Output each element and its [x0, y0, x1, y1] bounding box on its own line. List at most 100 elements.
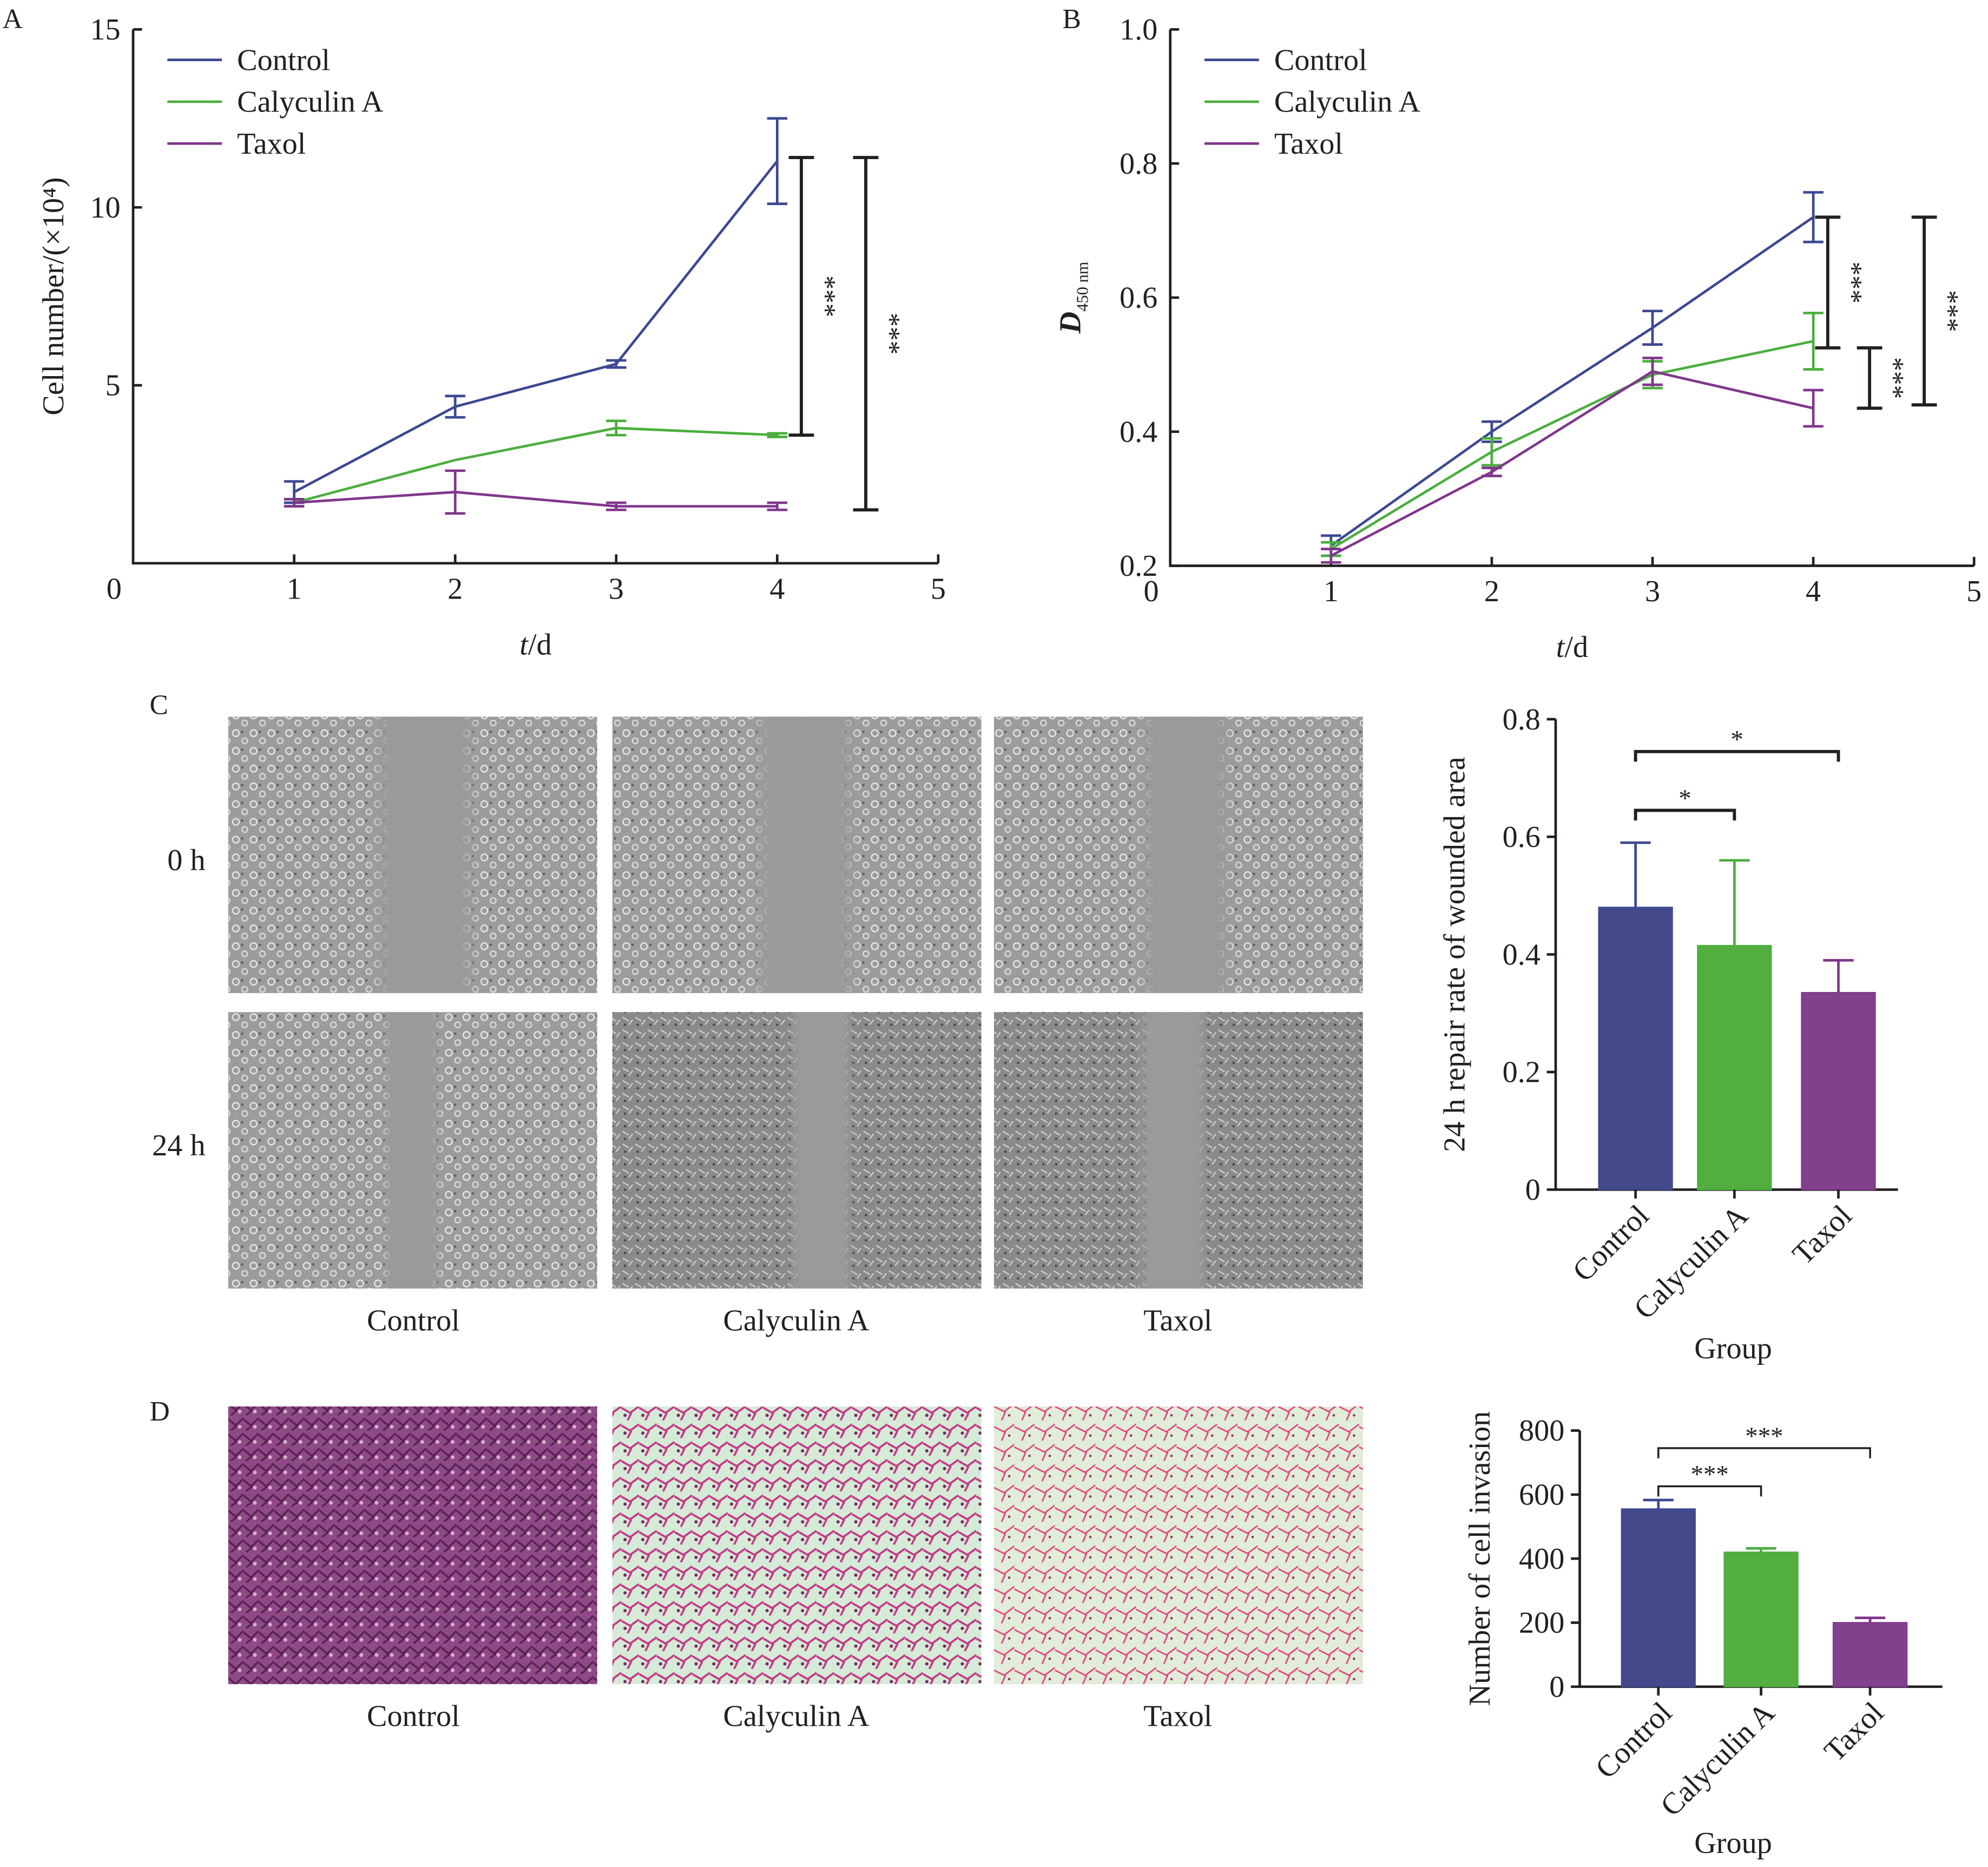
- y-tick-label: 1.0: [1120, 13, 1157, 47]
- y-tick-label: 0.8: [1120, 147, 1157, 181]
- y-tick-label: 400: [1519, 1542, 1564, 1576]
- significance-label: ***: [1745, 1422, 1783, 1450]
- significance-bracket: [1634, 808, 1736, 821]
- x-tick-label: 3: [609, 572, 624, 606]
- x-tick-label: 4: [1806, 575, 1821, 608]
- significance-bracket: [1857, 346, 1882, 410]
- panel-label-b: B: [1063, 4, 1081, 35]
- y-axis-label: 24 h repair rate of wounded area: [1438, 757, 1471, 1152]
- x-tick-label: Taxol: [1786, 1199, 1859, 1271]
- error-bar: [606, 501, 627, 511]
- wound-healing-images: 0 h 24 h Control Calyculin A Taxol: [152, 716, 1363, 1337]
- series-line-calyculin-a: [294, 426, 778, 504]
- wound-image-taxol-24h: [994, 1012, 1363, 1289]
- series-line-taxol: [294, 490, 778, 508]
- y-tick-label: 0.6: [1120, 281, 1157, 315]
- significance-label: ***: [874, 313, 905, 354]
- x-tick-label: 1: [1324, 575, 1339, 608]
- series-line-control: [293, 160, 779, 494]
- y-tick-label: 0.8: [1503, 703, 1541, 737]
- y-axis-label: D450 nm: [1054, 261, 1091, 334]
- error-bar: [1719, 859, 1750, 946]
- bar-taxol: [1832, 1622, 1908, 1687]
- significance-bracket: [1634, 750, 1840, 762]
- x-axis-label: Group: [1694, 1332, 1772, 1365]
- x-axis-label: t/d: [1556, 630, 1588, 664]
- y-axis-label-main: D: [1054, 312, 1087, 334]
- significance-label: ***: [1691, 1460, 1729, 1488]
- wound-image-control-24h: [228, 1012, 597, 1289]
- series-line-control: [1330, 216, 1814, 547]
- significance-label: *: [1678, 784, 1691, 812]
- y-tick-label: 5: [105, 369, 120, 403]
- legend-label: Taxol: [237, 127, 306, 161]
- y-tick-label: 0.6: [1503, 820, 1541, 854]
- y-axis-label-sub: 450 nm: [1073, 261, 1091, 312]
- y-tick-label: 10: [90, 191, 120, 225]
- x-tick-label: 5: [931, 572, 946, 606]
- x-tick-label: 1: [287, 572, 302, 606]
- wound-image-taxol-0h: [994, 716, 1363, 994]
- y-tick-label: 0.2: [1503, 1056, 1541, 1089]
- bar-control: [1598, 906, 1673, 1191]
- x-tick-label: 0: [107, 572, 122, 606]
- y-tick-label: 15: [90, 13, 120, 47]
- error-bar: [284, 498, 305, 508]
- chart-b-absorbance: 0 1 2 3 4 5 0.2 0.4 0.6 0.8 1.0 t/d D450 nm Control Ca…: [1054, 13, 1982, 664]
- error-bar: [1321, 548, 1341, 564]
- panel-label-d: D: [149, 1396, 169, 1427]
- bar-calyculin-a: [1697, 945, 1772, 1191]
- row-label-0h: 0 h: [167, 844, 205, 877]
- error-bar: [1803, 191, 1824, 244]
- significance-label: ***: [810, 275, 841, 317]
- significance-bracket: [1911, 215, 1937, 407]
- significance-bracket: [853, 156, 879, 512]
- error-bar: [1803, 312, 1824, 371]
- invasion-col-label-calyculin: Calyculin A: [723, 1699, 870, 1733]
- x-axis-label-unit: /d: [1564, 630, 1588, 664]
- error-bar: [1803, 389, 1824, 428]
- x-tick-label: Control: [1589, 1696, 1678, 1785]
- x-axis-label: Group: [1694, 1826, 1772, 1860]
- x-tick-label: Taxol: [1818, 1696, 1891, 1769]
- invasion-image-control: [228, 1406, 597, 1685]
- legend-label: Calyculin A: [237, 86, 384, 119]
- error-bar: [1482, 466, 1502, 477]
- x-tick-label: 0: [1143, 575, 1158, 608]
- legend-label: Control: [1274, 43, 1367, 77]
- significance-label: ***: [1933, 290, 1964, 332]
- error-bar: [606, 419, 627, 437]
- series-line-taxol: [1330, 370, 1814, 557]
- error-bar: [1643, 1498, 1674, 1509]
- error-bar: [1642, 310, 1663, 346]
- bar-control: [1621, 1508, 1696, 1687]
- wound-col-label-taxol: Taxol: [1143, 1304, 1212, 1337]
- wound-image-control-0h: [228, 716, 597, 994]
- invasion-col-label-control: Control: [367, 1699, 460, 1733]
- panel-label-c: C: [149, 690, 168, 721]
- error-bar: [445, 395, 465, 419]
- x-axis-label-unit: /d: [528, 628, 552, 662]
- row-label-24h: 24 h: [152, 1129, 205, 1162]
- x-axis-label: t/d: [519, 628, 551, 662]
- wound-col-label-calyculin: Calyculin A: [723, 1304, 870, 1337]
- y-tick-label: 0.4: [1120, 415, 1157, 449]
- legend-label: Taxol: [1274, 127, 1343, 161]
- y-tick-label: 0.2: [1120, 549, 1157, 583]
- bar-taxol: [1801, 992, 1876, 1191]
- y-tick-label: 0.4: [1503, 938, 1541, 971]
- error-bar: [767, 432, 788, 438]
- error-bar: [1746, 1547, 1776, 1553]
- error-bar: [445, 469, 465, 515]
- x-tick-label: 4: [769, 572, 785, 606]
- invasion-image-calyculin: [612, 1406, 982, 1685]
- y-tick-label: 600: [1519, 1478, 1564, 1512]
- significance-bracket: [1815, 215, 1841, 350]
- invasion-images: Control Calyculin A Taxol: [228, 1406, 1363, 1733]
- significance-bracket: [1657, 1485, 1762, 1497]
- error-bar: [1823, 959, 1854, 993]
- y-tick-label: 200: [1519, 1606, 1564, 1640]
- wound-image-calyculin-24h: [612, 1012, 982, 1289]
